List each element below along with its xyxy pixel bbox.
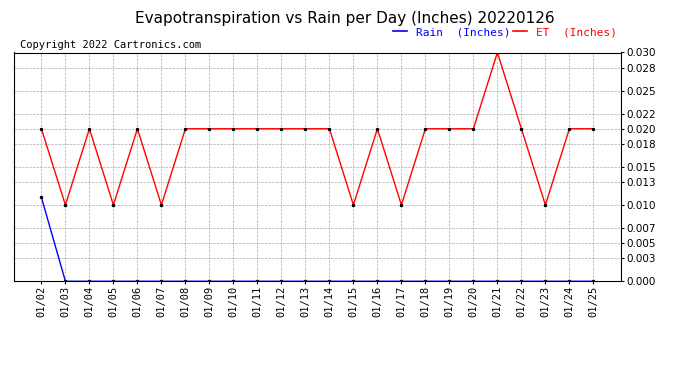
Text: Evapotranspiration vs Rain per Day (Inches) 20220126: Evapotranspiration vs Rain per Day (Inch… — [135, 11, 555, 26]
Legend: Rain  (Inches), ET  (Inches): Rain (Inches), ET (Inches) — [389, 23, 621, 42]
Text: Copyright 2022 Cartronics.com: Copyright 2022 Cartronics.com — [20, 40, 201, 50]
